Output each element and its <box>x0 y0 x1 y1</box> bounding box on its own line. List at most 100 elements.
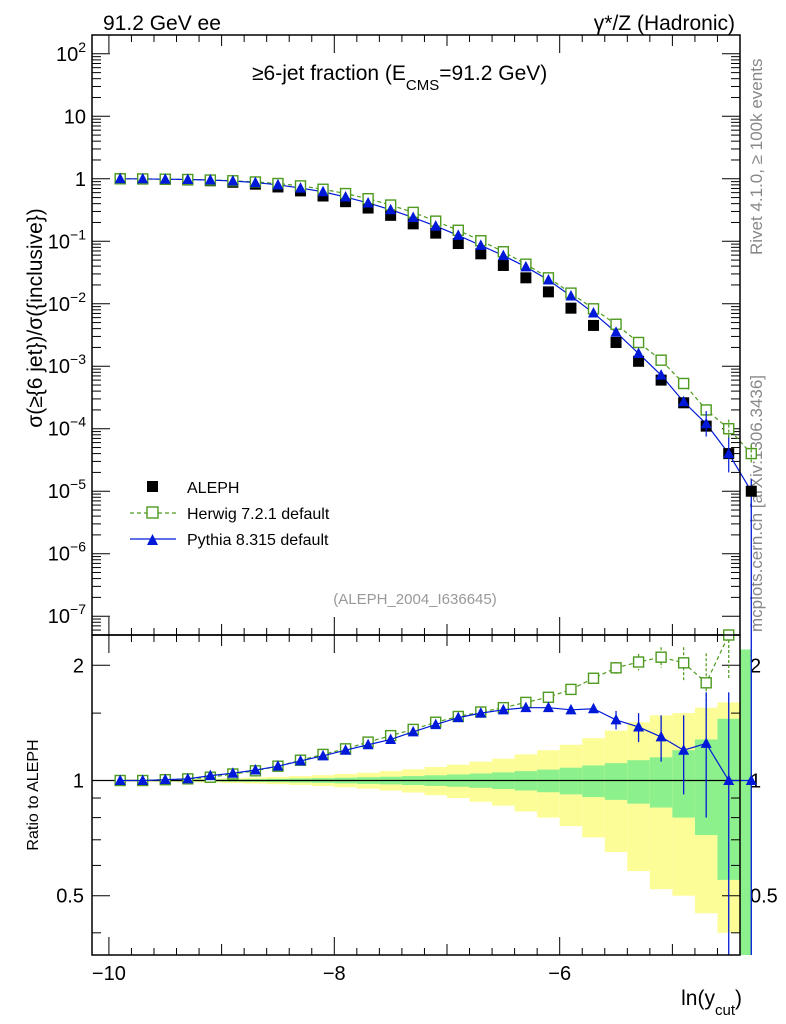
pythia-ratio-point <box>678 744 690 755</box>
pythia-ratio-point <box>385 733 397 744</box>
pythia-ratio-point <box>182 772 194 784</box>
pythia-point <box>137 172 149 184</box>
y-tick-label: 1 <box>75 169 86 191</box>
pythia-point <box>204 174 216 185</box>
pythia-ratio-point <box>475 707 487 718</box>
aleph-point <box>475 248 487 260</box>
ratio-y-tick-label: 0.5 <box>56 886 84 908</box>
y-tick-label: 10−2 <box>48 289 86 316</box>
y-tick-label: 10−7 <box>48 601 86 628</box>
aleph-point <box>745 485 757 497</box>
herwig-ratio-point <box>542 691 555 703</box>
pythia-ratio-point <box>114 774 126 786</box>
rivet-label: Rivet 4.1.0, ≥ 100k events <box>747 59 766 255</box>
aleph-point <box>655 374 667 386</box>
ratio-frame <box>91 634 741 956</box>
herwig-point <box>745 447 757 460</box>
legend-aleph-marker <box>147 481 158 492</box>
pythia-ratio-point <box>340 744 352 755</box>
herwig-ratio-point <box>655 651 667 663</box>
pythia-ratio-point <box>565 703 577 715</box>
pythia-ratio-point <box>520 701 532 713</box>
pythia-point <box>542 273 554 285</box>
herwig-ratio-point <box>632 656 645 668</box>
pythia-point <box>294 182 306 193</box>
pythia-point <box>430 220 442 231</box>
pythia-point <box>114 172 126 184</box>
aleph-point <box>610 336 622 348</box>
legend: ALEPH Herwig 7.2.1 default Pythia 8.315 … <box>130 480 330 549</box>
pythia-ratio-point <box>227 767 239 778</box>
aleph-point <box>633 355 645 367</box>
pythia-point <box>678 395 690 407</box>
aleph-point <box>565 302 577 314</box>
legend-pythia-marker <box>147 534 158 545</box>
legend-aleph-label: ALEPH <box>187 480 239 497</box>
pythia-point <box>159 173 171 184</box>
pythia-point <box>633 347 645 358</box>
pythia-point <box>520 260 532 272</box>
herwig-point <box>655 354 667 366</box>
pythia-ratio-point <box>610 713 622 725</box>
uncertainty-band-green <box>604 763 628 800</box>
x-tick-label: −6 <box>548 963 571 985</box>
pythia-point <box>610 326 622 337</box>
pythia-point <box>407 211 419 223</box>
aleph-point <box>340 196 352 208</box>
ratio-y-tick-label: 1 <box>73 771 84 793</box>
pythia-ratio-point <box>317 749 329 761</box>
pythia-point <box>475 239 487 250</box>
uncertainty-band-green <box>740 649 752 955</box>
x-axis-label: ln(ycut) <box>681 987 742 1019</box>
pythia-point <box>565 290 577 301</box>
mcplots-label: mcplots.cern.ch [arXiv:1306.3436] <box>747 375 766 632</box>
herwig-ratio-point <box>677 657 690 669</box>
pythia-ratio-point <box>452 711 464 723</box>
aleph-point <box>430 227 442 239</box>
pythia-point <box>587 307 599 318</box>
pythia-point <box>385 203 397 215</box>
y-tick-label: 10−3 <box>48 351 86 378</box>
y-tick-label: 10−4 <box>48 414 86 441</box>
pythia-point <box>340 191 352 202</box>
analysis-label: (ALEPH_2004_I636645) <box>333 591 496 608</box>
aleph-point <box>407 218 419 230</box>
pythia-ratio-point <box>272 760 284 771</box>
header-left: 91.2 GeV ee <box>103 12 221 35</box>
uncertainty-band-green <box>649 757 673 808</box>
pythia-point <box>227 175 239 186</box>
pythia-ratio-point <box>745 774 757 786</box>
pythia-ratio-point <box>137 774 149 786</box>
herwig-ratio-line <box>120 634 730 782</box>
pythia-point <box>655 369 667 380</box>
uncertainty-band-green <box>582 765 605 798</box>
pythia-ratio-point <box>633 720 645 732</box>
y-tick-label: 10−6 <box>48 539 86 566</box>
pythia-ratio-point <box>542 701 554 713</box>
pythia-point <box>317 185 329 197</box>
pythia-ratio-point <box>700 737 712 748</box>
pythia-point <box>182 173 194 184</box>
pythia-point <box>497 249 509 261</box>
y-tick-label: 10−5 <box>48 476 86 503</box>
aleph-point <box>542 286 554 298</box>
legend-herwig-marker <box>146 506 159 519</box>
header-right: γ*/Z (Hadronic) <box>594 12 735 35</box>
legend-herwig-label: Herwig 7.2.1 default <box>187 506 330 523</box>
x-tick-label: −10 <box>92 963 126 985</box>
herwig-point <box>723 423 735 435</box>
main-ylabel: σ(≥{6 jet})/σ({inclusive}) <box>24 208 47 428</box>
pythia-ratio-point <box>430 718 442 730</box>
herwig-ratio-point <box>610 662 622 674</box>
herwig-point <box>677 377 690 390</box>
pythia-ratio-point <box>362 738 374 750</box>
ratio-y-tick-label: 2 <box>73 655 84 677</box>
ratio-panel: 0.5 0.5 1 1 2 2 <box>56 629 778 955</box>
aleph-point <box>385 209 397 221</box>
herwig-point <box>632 336 645 349</box>
pythia-ratio-point <box>407 725 419 737</box>
pythia-ratio-point <box>723 774 735 786</box>
pythia-ratio-point <box>294 754 306 766</box>
aleph-point <box>520 272 532 284</box>
